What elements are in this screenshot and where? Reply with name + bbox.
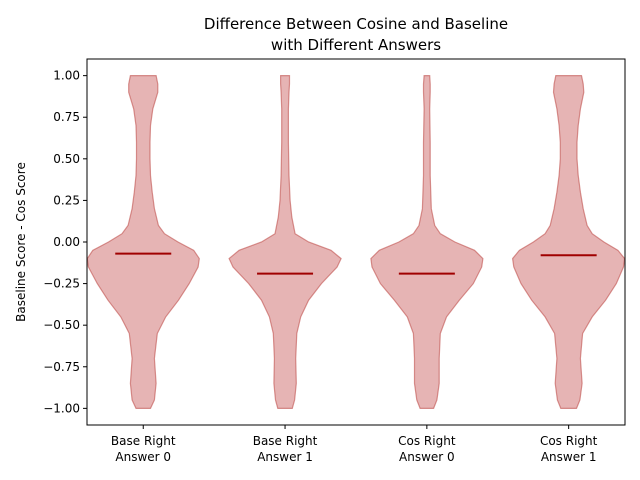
violin-body-3 [511,75,626,409]
y-tick-label: −0.75 [43,360,80,374]
y-tick-label: 0.00 [53,235,80,249]
y-tick-label: 1.00 [53,69,80,83]
x-axis: Base Right Answer 0 Base Right Answer 1 Cos … [111,425,598,464]
x-tick-label-line-1: Base Right [253,434,318,448]
chart-title-line-1: Difference Between Cosine and Baseline [204,15,508,33]
violin-body-2 [370,75,484,409]
y-tick-label: 0.50 [53,152,80,166]
x-tick-label-line-2: Answer 0 [115,450,171,464]
y-tick-label: 0.75 [53,110,80,124]
x-tick-label-line-1: Cos Right [540,434,598,448]
violin-body-0 [86,75,200,409]
y-tick-label: −0.25 [43,277,80,291]
y-tick-label: 0.25 [53,193,80,207]
x-tick-label-line-2: Answer 1 [541,450,597,464]
chart-title-line-2: with Different Answers [271,36,441,54]
x-tick-label-line-1: Base Right [111,434,176,448]
x-tick-label-line-2: Answer 1 [257,450,313,464]
y-tick-label: −1.00 [43,401,80,415]
plot-area [86,75,626,409]
y-axis: −1.00 −0.75 −0.50 −0.25 0.00 0.25 0.50 0.75 1.00 [43,69,87,415]
y-axis-label: Baseline Score - Cos Score [14,162,28,322]
x-tick-label-line-2: Answer 0 [399,450,455,464]
violin-body-1 [228,75,342,409]
x-tick-label-line-1: Cos Right [398,434,456,448]
y-tick-label: −0.50 [43,318,80,332]
